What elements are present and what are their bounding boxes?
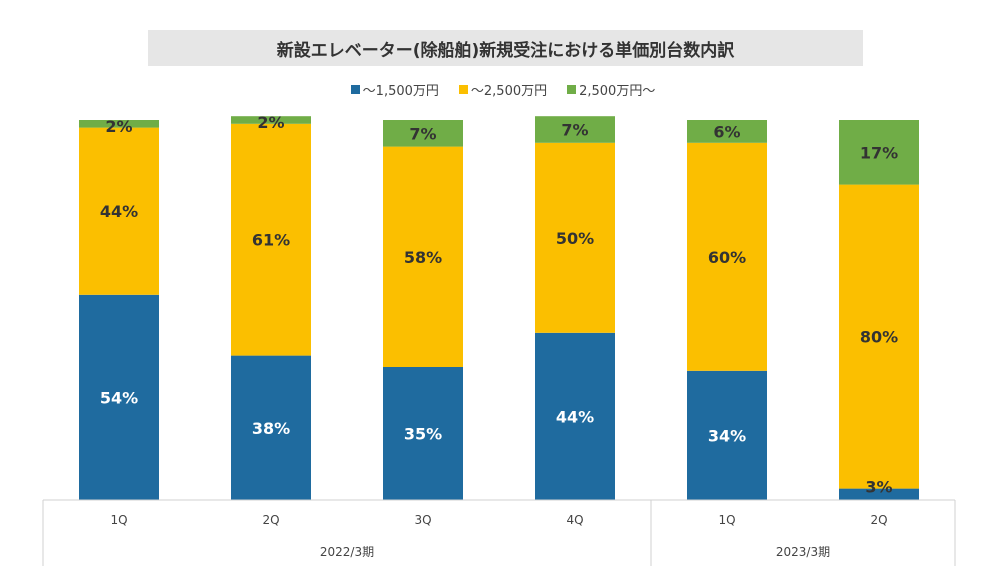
data-label-high-4: 7%: [561, 121, 588, 140]
x-tick-label-4: 4Q: [566, 513, 583, 527]
data-label-mid-2: 61%: [252, 231, 290, 250]
legend-swatch-high: [567, 84, 577, 94]
bar-segment-mid-4: [535, 142, 615, 333]
data-label-low-6: 3%: [865, 478, 892, 497]
data-label-high-1: 2%: [105, 117, 132, 136]
data-label-low-1: 54%: [100, 388, 138, 407]
bar-segment-mid-3: [383, 146, 463, 367]
data-label-mid-6: 80%: [860, 328, 898, 347]
bar-segment-high-4: [535, 116, 615, 143]
bar-segment-low-6: [839, 488, 919, 500]
bar-segment-mid-2: [231, 123, 311, 356]
bar-segment-high-2: [231, 116, 311, 124]
category-axis: 1Q 2Q 3Q 4Q 1Q 2Q 2022/3期 2023/3期: [42, 499, 956, 566]
bar-segment-mid-6: [839, 184, 919, 489]
data-label-high-3: 7%: [409, 124, 436, 143]
x-tick-label-2: 2Q: [262, 513, 279, 527]
legend-label-high: 2,500万円～: [579, 83, 656, 99]
x-tick-label-6: 2Q: [870, 513, 887, 527]
legend-swatch-low: [350, 84, 360, 94]
bar-segment-high-6: [839, 120, 919, 185]
data-label-mid-1: 44%: [100, 202, 138, 221]
data-label-mid-5: 60%: [708, 248, 746, 267]
legend-swatch-mid: [458, 84, 468, 94]
bar-segment-low-2: [231, 355, 311, 500]
data-label-high-5: 6%: [713, 122, 740, 141]
legend-label-mid: ～2,500万円: [470, 83, 548, 99]
x-tick-label-3: 3Q: [414, 513, 431, 527]
data-label-low-3: 35%: [404, 425, 442, 444]
data-label-low-4: 44%: [556, 407, 594, 426]
bar-segment-low-4: [535, 332, 615, 500]
bar-segment-high-5: [687, 120, 767, 143]
bar-segment-high-1: [79, 120, 159, 128]
x-tick-label-5: 1Q: [718, 513, 735, 527]
legend-item-mid: ～2,500万円: [458, 80, 548, 99]
data-label-high-2: 2%: [257, 113, 284, 132]
bars-layer: 54% 44% 2% 38% 61% 2% 35% 58% 7% 44% 50% 7% 34% 60% 6%…: [79, 113, 919, 500]
data-label-high-6: 17%: [860, 143, 898, 162]
bar-segment-mid-5: [687, 142, 767, 371]
bar-segment-mid-1: [79, 127, 159, 295]
bar-segment-low-5: [687, 370, 767, 500]
data-label-mid-4: 50%: [556, 229, 594, 248]
legend-item-low: ～1,500万円: [350, 80, 439, 99]
x-tick-label-1: 1Q: [110, 513, 127, 527]
x-group-label-2: 2023/3期: [776, 545, 830, 559]
chart-legend: ～1,500万円 ～2,500万円 2,500万円～: [0, 78, 1006, 100]
bar-segment-low-1: [79, 294, 159, 500]
legend-item-high: 2,500万円～: [567, 80, 655, 99]
bar-segment-low-3: [383, 367, 463, 500]
data-label-low-5: 34%: [708, 426, 746, 445]
data-label-low-2: 38%: [252, 419, 290, 438]
x-group-label-1: 2022/3期: [320, 545, 374, 559]
legend-label-low: ～1,500万円: [362, 83, 439, 99]
data-label-mid-3: 58%: [404, 248, 442, 267]
chart-title: 新設エレベーター(除船舶)新規受注における単価別台数内訳: [148, 30, 863, 66]
bar-segment-high-3: [383, 120, 463, 147]
